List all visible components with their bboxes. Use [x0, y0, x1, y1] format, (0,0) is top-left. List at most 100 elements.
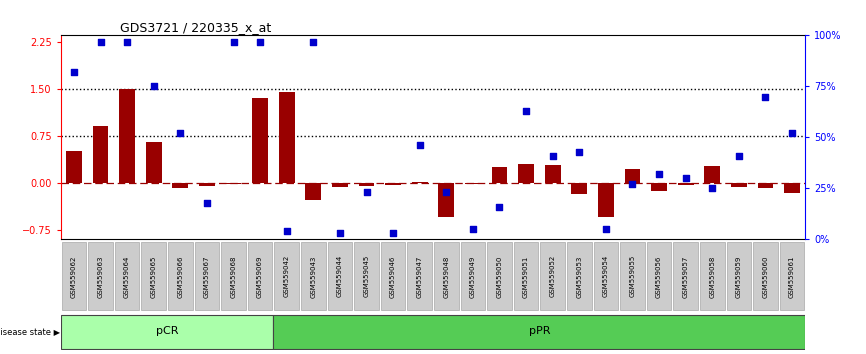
FancyBboxPatch shape [248, 242, 272, 310]
Bar [385, 183, 401, 185]
Bar [120, 89, 135, 183]
FancyBboxPatch shape [381, 242, 405, 310]
Text: GSM559053: GSM559053 [576, 255, 582, 297]
Text: GSM559067: GSM559067 [204, 255, 210, 298]
Text: GSM559068: GSM559068 [230, 255, 236, 298]
Text: GSM559050: GSM559050 [496, 255, 502, 297]
FancyBboxPatch shape [274, 315, 805, 349]
FancyBboxPatch shape [88, 242, 113, 310]
FancyBboxPatch shape [488, 242, 512, 310]
Point [173, 130, 187, 136]
Point [147, 84, 161, 89]
Point [759, 94, 772, 99]
FancyBboxPatch shape [780, 242, 805, 310]
Point [386, 230, 400, 236]
Text: GSM559060: GSM559060 [762, 255, 768, 298]
FancyBboxPatch shape [61, 242, 86, 310]
Text: GSM559048: GSM559048 [443, 255, 449, 297]
Text: GSM559044: GSM559044 [337, 255, 343, 297]
Point [333, 230, 346, 236]
Bar [199, 183, 215, 186]
Bar [598, 183, 614, 217]
Text: GSM559066: GSM559066 [178, 255, 184, 298]
Point [706, 185, 720, 191]
FancyBboxPatch shape [620, 242, 644, 310]
Point [546, 153, 559, 159]
FancyBboxPatch shape [275, 242, 299, 310]
Bar [518, 164, 534, 183]
Point [253, 39, 267, 44]
Point [439, 189, 453, 195]
Text: GSM559059: GSM559059 [736, 255, 742, 297]
FancyBboxPatch shape [222, 242, 246, 310]
Bar [66, 152, 82, 183]
Bar [492, 167, 507, 183]
Bar [624, 169, 641, 183]
FancyBboxPatch shape [700, 242, 725, 310]
FancyBboxPatch shape [115, 242, 139, 310]
Point [120, 39, 134, 44]
Bar [465, 183, 481, 184]
Text: GSM559065: GSM559065 [151, 255, 157, 297]
Bar [411, 182, 428, 183]
Text: GSM559052: GSM559052 [550, 255, 556, 297]
FancyBboxPatch shape [434, 242, 458, 310]
Point [227, 39, 241, 44]
Bar [332, 183, 348, 187]
Bar [172, 183, 188, 188]
Point [572, 149, 586, 154]
Text: pPR: pPR [528, 326, 550, 336]
Bar [93, 126, 108, 183]
Text: GSM559051: GSM559051 [523, 255, 529, 297]
Bar [252, 98, 268, 183]
Text: GSM559056: GSM559056 [656, 255, 662, 297]
Bar [279, 92, 294, 183]
Text: GSM559049: GSM559049 [470, 255, 476, 297]
Text: GSM559061: GSM559061 [789, 255, 795, 298]
FancyBboxPatch shape [514, 242, 539, 310]
Text: GSM559062: GSM559062 [71, 255, 77, 297]
Text: GSM559058: GSM559058 [709, 255, 715, 297]
FancyBboxPatch shape [647, 242, 671, 310]
Text: GSM559054: GSM559054 [603, 255, 609, 297]
Bar [545, 165, 560, 183]
Bar [784, 183, 800, 194]
FancyBboxPatch shape [674, 242, 698, 310]
Bar [731, 183, 746, 187]
Point [359, 189, 373, 195]
FancyBboxPatch shape [540, 242, 565, 310]
Text: GSM559047: GSM559047 [417, 255, 423, 297]
FancyBboxPatch shape [753, 242, 778, 310]
Bar [678, 183, 694, 185]
Point [94, 39, 107, 44]
Point [599, 226, 613, 232]
Bar [359, 183, 374, 186]
Point [679, 175, 693, 181]
FancyBboxPatch shape [327, 242, 352, 310]
Bar [758, 183, 773, 188]
FancyBboxPatch shape [141, 242, 166, 310]
Text: GSM559057: GSM559057 [682, 255, 688, 297]
Point [785, 130, 799, 136]
Point [625, 181, 639, 187]
FancyBboxPatch shape [195, 242, 219, 310]
Bar [651, 183, 667, 191]
Point [652, 171, 666, 177]
Point [413, 143, 427, 148]
Text: GSM559042: GSM559042 [284, 255, 290, 297]
FancyBboxPatch shape [354, 242, 378, 310]
Point [732, 153, 746, 159]
Point [200, 200, 214, 205]
Bar [572, 183, 587, 194]
Text: GSM559046: GSM559046 [390, 255, 396, 297]
Bar [704, 166, 721, 183]
Point [466, 226, 480, 232]
FancyBboxPatch shape [408, 242, 432, 310]
FancyBboxPatch shape [594, 242, 618, 310]
FancyBboxPatch shape [168, 242, 192, 310]
Text: GDS3721 / 220335_x_at: GDS3721 / 220335_x_at [120, 21, 271, 34]
Point [520, 108, 533, 114]
Text: GSM559043: GSM559043 [310, 255, 316, 297]
Bar [225, 183, 242, 184]
Text: disease state ▶: disease state ▶ [0, 327, 61, 336]
